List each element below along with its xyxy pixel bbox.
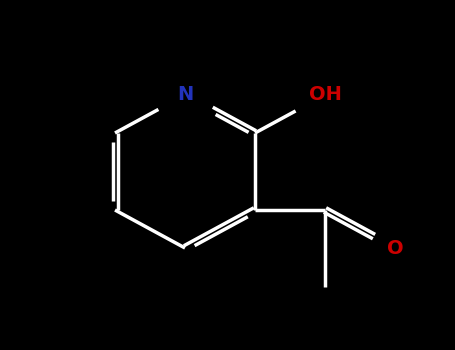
Text: OH: OH [308, 85, 341, 105]
Text: O: O [387, 238, 403, 258]
Text: N: N [177, 85, 193, 105]
